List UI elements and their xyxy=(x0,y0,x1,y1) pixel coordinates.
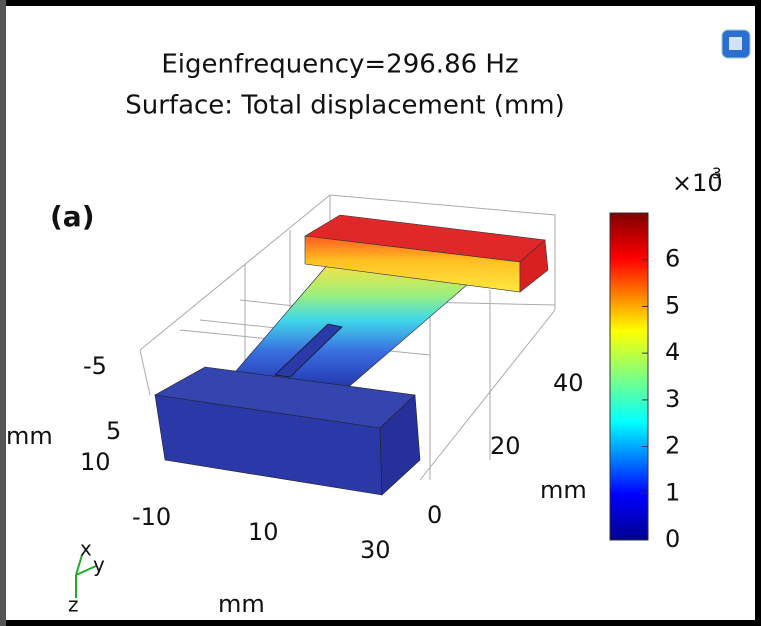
colorbar-tick-label: 1 xyxy=(665,478,680,506)
colorbar-tick-label: 0 xyxy=(665,525,680,553)
x-tick-label: -10 xyxy=(132,503,171,531)
colorbar-tick-label: 5 xyxy=(665,291,680,319)
y-tick-label: 5 xyxy=(106,417,121,445)
model-geometry xyxy=(154,214,549,496)
colorbar-tick-label: 6 xyxy=(665,245,680,273)
z-tick-label: 0 xyxy=(427,501,442,529)
triad-z: z xyxy=(68,593,79,617)
colorbar: ×10 3 0 1 2 3 4 5 6 xyxy=(609,165,723,553)
z-tick-label: 40 xyxy=(553,369,584,397)
axis-triad: x y z xyxy=(68,537,105,617)
z-tick-label: 20 xyxy=(490,432,521,460)
y-tick-label: 10 xyxy=(80,448,111,476)
panel-label: (a) xyxy=(50,200,95,233)
y-unit: mm xyxy=(6,422,53,450)
x-unit: mm xyxy=(218,590,265,618)
y-tick-label: -5 xyxy=(83,352,107,380)
left-edge xyxy=(0,0,6,626)
colorbar-exponent: 3 xyxy=(712,165,722,183)
triad-y: y xyxy=(93,553,105,577)
colorbar-tick-label: 2 xyxy=(665,432,680,460)
x-tick-label: 10 xyxy=(248,518,279,546)
axis-labels: -5 5 10 mm -10 10 30 mm 0 20 40 mm xyxy=(6,352,587,618)
title: Eigenfrequency=296.86 Hz xyxy=(161,50,518,80)
toolbar-icon-glyph xyxy=(729,37,742,50)
colorbar-multiplier: ×10 xyxy=(672,169,723,197)
colorbar-tick-label: 4 xyxy=(665,338,680,366)
triad-x: x xyxy=(80,537,92,561)
colorbar-tick-label: 3 xyxy=(665,385,680,413)
subtitle: Surface: Total displacement (mm) xyxy=(125,91,565,121)
z-unit: mm xyxy=(540,476,587,504)
colorbar-gradient xyxy=(609,212,649,541)
x-tick-label: 30 xyxy=(360,536,391,564)
